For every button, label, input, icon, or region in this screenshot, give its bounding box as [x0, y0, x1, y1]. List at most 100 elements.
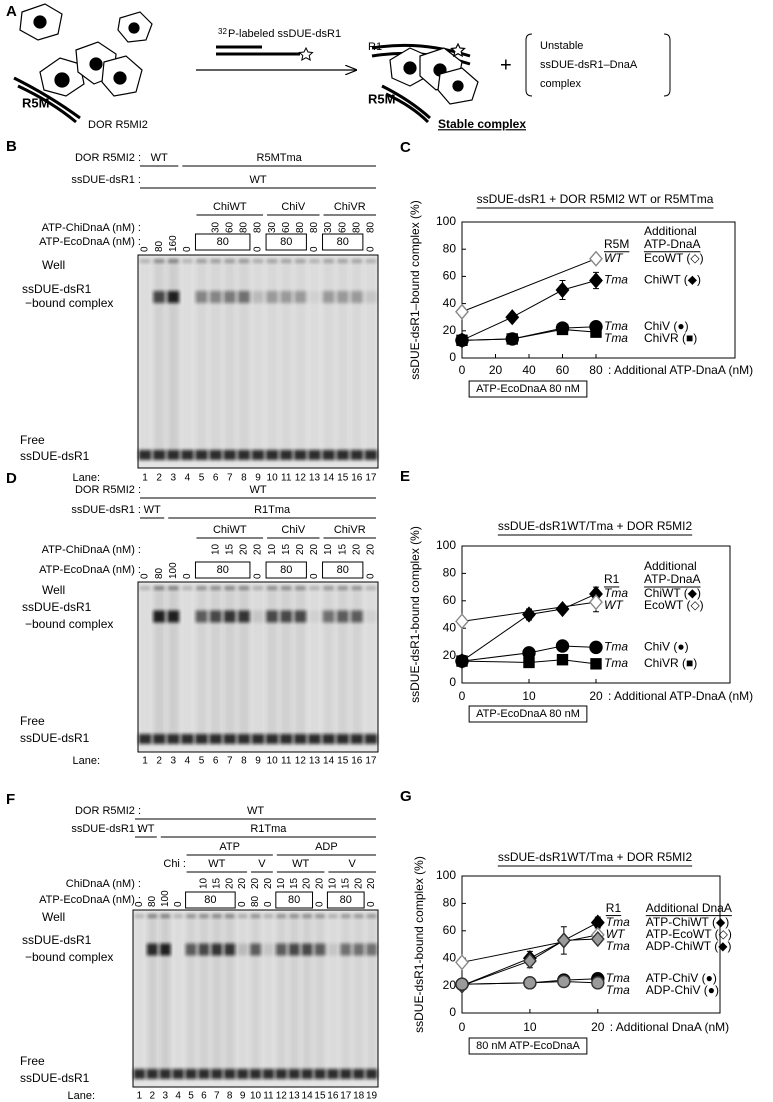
conc-box	[265, 561, 307, 579]
conc-value: 10	[328, 877, 339, 889]
conc-value: 30	[210, 221, 221, 233]
complex-band	[365, 610, 377, 623]
x-axis-title: : Additional DnaA (nM)	[610, 1020, 729, 1034]
free-band	[172, 1069, 184, 1079]
well-band	[280, 586, 292, 590]
legend-group: WT	[606, 927, 626, 941]
panel-letter: G	[400, 788, 412, 805]
well-band	[309, 259, 320, 263]
lane-smear	[340, 914, 351, 1071]
complex-band	[159, 943, 171, 956]
complex-band	[308, 291, 321, 303]
complex-band	[336, 291, 349, 303]
conc-value: 60	[224, 221, 235, 233]
y-tick-label: 100	[436, 538, 456, 552]
lane-smear	[147, 914, 158, 1071]
lane-smear	[224, 259, 236, 452]
row-label: Chi :	[163, 858, 186, 870]
lane-number: 13	[289, 1091, 301, 1102]
well-band	[167, 586, 179, 590]
x-tick-label: 20	[489, 363, 503, 377]
series-line	[461, 258, 597, 313]
free-band	[152, 734, 166, 744]
marker	[455, 303, 469, 320]
free-band	[365, 1069, 378, 1079]
row-label: DOR R5MI2 :	[75, 484, 141, 496]
free-band	[294, 734, 307, 744]
well-band	[252, 259, 264, 263]
free-band	[364, 734, 378, 744]
complex-band	[280, 291, 293, 303]
y-tick-label: 80	[443, 241, 457, 255]
group-label: ChiVR	[334, 524, 366, 536]
lane-smear	[351, 259, 363, 452]
well-band	[263, 914, 274, 918]
lane-smear	[238, 586, 250, 736]
well-band	[340, 914, 351, 918]
conc-value: 100	[160, 890, 171, 907]
conc-value: 0	[253, 573, 264, 579]
legend-group: Tma	[604, 656, 628, 670]
lane-smear	[210, 586, 222, 736]
free-band	[185, 1069, 197, 1079]
complex-band	[237, 943, 249, 956]
conc-value: 20	[253, 543, 264, 555]
lane-number: 1	[142, 473, 148, 484]
lane-smear	[153, 259, 165, 452]
well-band	[153, 259, 165, 263]
lane-smear	[337, 259, 349, 452]
chart-title: ssDUE-dsR1WT/Tma + DOR R5MI2	[498, 519, 693, 533]
conc-value: 10	[323, 543, 334, 555]
lane-smear	[252, 586, 264, 736]
conc-value: 0	[134, 901, 145, 907]
conc-value: 20	[351, 543, 362, 555]
lane-smear	[365, 586, 377, 736]
lane-number: 7	[214, 1091, 220, 1102]
group-label: ChiWT	[213, 201, 247, 213]
group-label: WT	[137, 823, 154, 835]
lane-label: Lane:	[72, 472, 100, 484]
complex-band	[146, 943, 158, 956]
lane-number: 2	[156, 756, 162, 767]
lane-smear	[308, 586, 321, 736]
lane-number: 4	[175, 1091, 181, 1102]
lane-smear	[252, 259, 264, 452]
conc-box	[326, 891, 365, 909]
conc-value: 20	[366, 877, 377, 889]
lane-number: 5	[199, 756, 205, 767]
free-band	[159, 1069, 172, 1079]
complex-band	[211, 943, 223, 956]
marker	[523, 656, 535, 669]
annotation: ATP-EcoDnaA 80 nM	[476, 383, 580, 395]
lane-number: 6	[213, 756, 219, 767]
lane-number: 7	[227, 473, 233, 484]
lane-number: 11	[263, 1091, 274, 1102]
well-band	[353, 914, 364, 918]
legend-label: ChiWT (◆)	[644, 273, 701, 287]
lane-number: 13	[309, 473, 321, 484]
lane-smear	[294, 586, 306, 736]
complex-band	[294, 291, 307, 303]
lane-number: 17	[340, 1091, 352, 1102]
lane-smear	[366, 914, 377, 1071]
group-label: V	[258, 858, 266, 870]
series-line	[461, 593, 597, 662]
legend-header: Additional DnaA	[646, 901, 732, 915]
free-band	[138, 450, 152, 460]
lane-smear	[250, 914, 261, 1071]
legend-label: ADP-ChiWT (◆)	[646, 939, 732, 953]
complex-band	[350, 291, 363, 303]
y-tick-label: 100	[436, 214, 456, 228]
probe	[196, 45, 356, 70]
free-band	[195, 734, 208, 744]
free-band	[195, 450, 208, 460]
free-band	[336, 450, 350, 460]
lane-smear	[294, 259, 306, 452]
bracket	[525, 33, 671, 97]
well-band	[365, 259, 377, 263]
complex-band	[185, 943, 197, 956]
panel-letter: B	[6, 138, 17, 155]
well-band	[327, 914, 338, 918]
lane-number: 15	[314, 1091, 326, 1102]
conc-value: 20	[263, 877, 274, 889]
